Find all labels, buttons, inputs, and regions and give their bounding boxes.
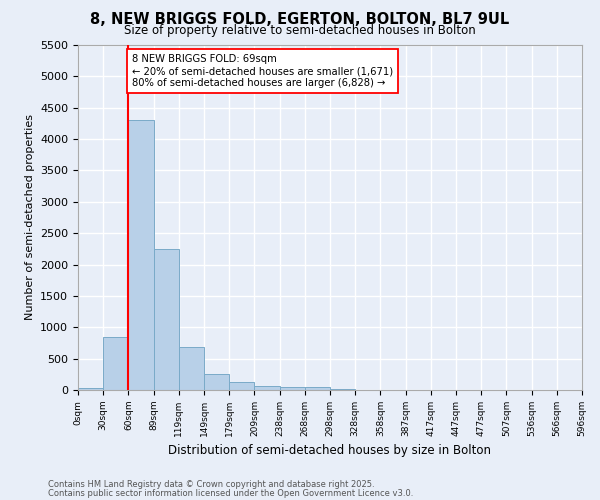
Bar — [154, 249, 179, 390]
Bar — [78, 388, 103, 390]
Bar — [103, 336, 128, 390]
Y-axis label: Number of semi-detached properties: Number of semi-detached properties — [25, 114, 35, 320]
X-axis label: Distribution of semi-detached houses by size in Bolton: Distribution of semi-detached houses by … — [169, 444, 491, 458]
Text: 8 NEW BRIGGS FOLD: 69sqm
← 20% of semi-detached houses are smaller (1,671)
80% o: 8 NEW BRIGGS FOLD: 69sqm ← 20% of semi-d… — [132, 54, 394, 88]
Bar — [330, 388, 355, 390]
Bar — [254, 386, 280, 390]
Bar — [204, 374, 229, 390]
Text: Size of property relative to semi-detached houses in Bolton: Size of property relative to semi-detach… — [124, 24, 476, 37]
Bar — [229, 382, 254, 390]
Bar — [280, 386, 305, 390]
Bar — [305, 388, 330, 390]
Bar — [179, 346, 204, 390]
Text: 8, NEW BRIGGS FOLD, EGERTON, BOLTON, BL7 9UL: 8, NEW BRIGGS FOLD, EGERTON, BOLTON, BL7… — [91, 12, 509, 28]
Text: Contains HM Land Registry data © Crown copyright and database right 2025.: Contains HM Land Registry data © Crown c… — [48, 480, 374, 489]
Text: Contains public sector information licensed under the Open Government Licence v3: Contains public sector information licen… — [48, 489, 413, 498]
Bar — [128, 120, 154, 390]
